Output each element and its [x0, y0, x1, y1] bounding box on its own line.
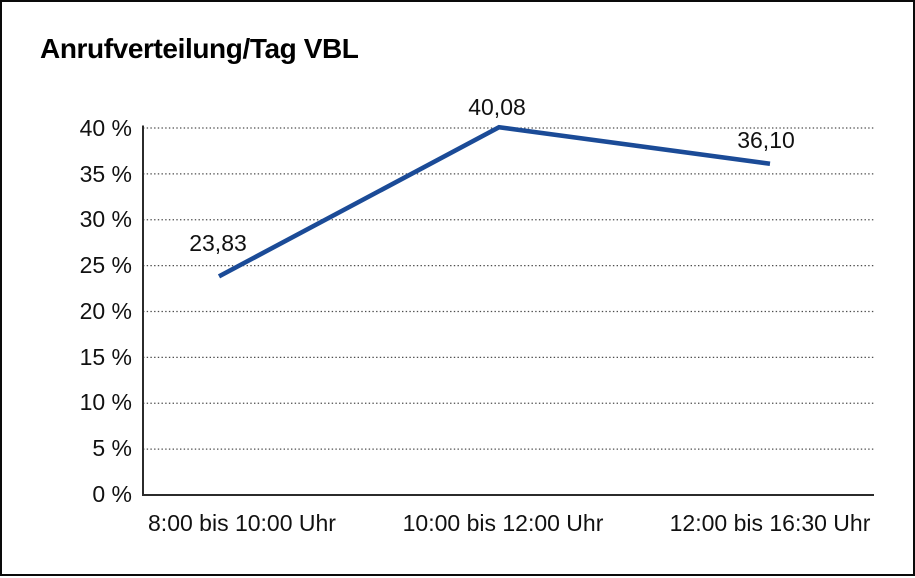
y-tick-label: 0 % [92, 481, 132, 507]
x-category-label: 8:00 bis 10:00 Uhr [148, 510, 336, 536]
data-point-label: 40,08 [468, 94, 526, 120]
y-tick-label: 10 % [79, 389, 132, 415]
y-tick-label: 5 % [92, 435, 132, 461]
y-tick-label: 20 % [79, 298, 132, 324]
y-tick-label: 25 % [79, 252, 132, 278]
y-tick-label: 40 % [79, 115, 132, 141]
data-point-label: 36,10 [737, 127, 795, 153]
x-category-label: 12:00 bis 16:30 Uhr [669, 510, 871, 536]
series-line [217, 124, 771, 279]
chart-title: Anrufverteilung/Tag VBL [40, 33, 359, 64]
x-category-label: 10:00 bis 12:00 Uhr [402, 510, 604, 536]
y-tick-label: 15 % [79, 344, 132, 370]
y-tick-label: 35 % [79, 161, 132, 187]
data-point-label: 23,83 [189, 230, 247, 256]
y-tick-label: 30 % [79, 206, 132, 232]
